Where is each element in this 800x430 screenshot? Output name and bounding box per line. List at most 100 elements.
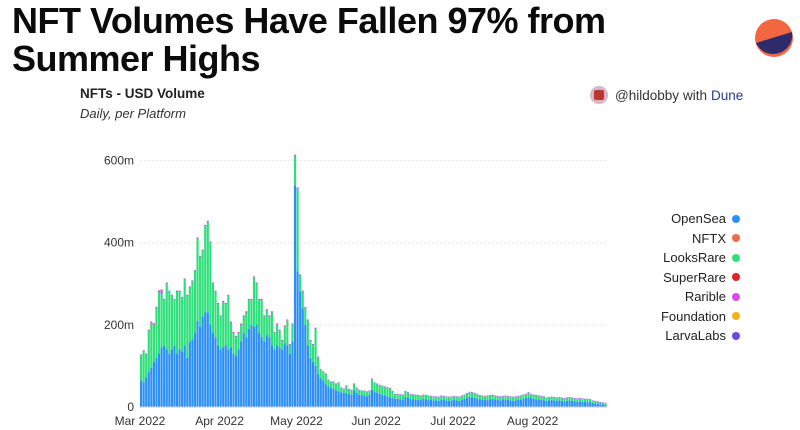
bar-opensea xyxy=(193,333,197,407)
bar-looksrare xyxy=(332,382,335,389)
bar-opensea xyxy=(455,400,458,407)
bar-looksrare xyxy=(201,250,204,317)
bar-opensea xyxy=(296,271,299,407)
bar-looksrare xyxy=(365,392,368,397)
bar-looksrare xyxy=(573,398,576,402)
bar-opensea xyxy=(263,341,266,407)
bar-rarible xyxy=(252,276,256,278)
bar-looksrare xyxy=(168,291,171,354)
legend-item-opensea[interactable]: OpenSea xyxy=(640,209,740,229)
bar-opensea xyxy=(488,399,492,407)
bar-opensea xyxy=(388,397,392,407)
bar-rarible xyxy=(175,291,179,292)
bar-looksrare xyxy=(273,333,276,350)
bar-opensea xyxy=(214,337,217,407)
bar-rarible xyxy=(142,350,145,352)
legend-item-larvalabs[interactable]: LarvaLabs xyxy=(640,326,740,346)
bar-looksrare xyxy=(404,391,407,397)
bar-looksrare xyxy=(278,331,281,348)
y-tick-label: 0 xyxy=(127,400,134,414)
bar-opensea xyxy=(386,396,389,407)
bar-rarible xyxy=(247,299,250,301)
bar-looksrare xyxy=(527,393,530,398)
bar-opensea xyxy=(586,402,589,407)
bar-looksrare xyxy=(173,300,176,346)
bar-rarible xyxy=(265,309,268,311)
bar-looksrare xyxy=(196,238,199,321)
bar-looksrare xyxy=(483,396,487,401)
bar-looksrare xyxy=(242,316,245,334)
author-handle[interactable]: @hildobby xyxy=(615,87,679,103)
legend-item-superrare[interactable]: SuperRare xyxy=(640,268,740,288)
bar-looksrare xyxy=(491,395,494,399)
bar-opensea xyxy=(168,353,171,407)
legend-item-rarible[interactable]: Rarible xyxy=(640,287,740,307)
bar-looksrare xyxy=(263,316,266,342)
legend-item-nftx[interactable]: NFTX xyxy=(640,229,740,249)
bar-opensea xyxy=(527,397,530,407)
bar-looksrare xyxy=(152,324,155,362)
bar-opensea xyxy=(309,357,312,407)
legend-item-foundation[interactable]: Foundation xyxy=(640,307,740,327)
bar-rarible xyxy=(165,282,168,284)
bar-opensea xyxy=(576,401,579,407)
bar-opensea xyxy=(345,392,348,407)
bar-rarible xyxy=(199,256,202,258)
bar-opensea xyxy=(563,401,566,407)
chart-subtitle: Daily, per Platform xyxy=(80,106,186,121)
bar-looksrare xyxy=(337,383,340,392)
bar-opensea xyxy=(450,400,453,407)
bar-looksrare xyxy=(306,320,309,346)
bar-opensea xyxy=(560,400,563,407)
bar-rarible xyxy=(314,328,317,329)
bar-looksrare xyxy=(301,291,304,309)
bar-looksrare xyxy=(512,397,515,401)
bar-looksrare xyxy=(309,341,312,358)
bar-looksrare xyxy=(327,380,330,387)
legend-label: OpenSea xyxy=(671,211,726,227)
bar-opensea xyxy=(401,399,404,407)
bar-opensea xyxy=(506,400,510,407)
bar-opensea xyxy=(286,345,289,407)
bar-opensea xyxy=(486,399,489,407)
bar-looksrare xyxy=(342,389,345,394)
bar-rarible xyxy=(186,295,189,297)
bar-looksrare xyxy=(157,291,161,354)
bar-looksrare xyxy=(571,398,574,401)
bar-opensea xyxy=(440,399,443,407)
legend-item-looksrare[interactable]: LooksRare xyxy=(640,248,740,268)
bar-looksrare xyxy=(293,156,297,186)
bar-rarible xyxy=(155,307,158,309)
bar-rarible xyxy=(222,301,225,303)
bar-opensea xyxy=(568,400,571,407)
bar-opensea xyxy=(478,399,481,407)
bar-looksrare xyxy=(335,384,338,391)
bar-opensea xyxy=(258,333,261,407)
bar-looksrare xyxy=(558,397,561,401)
bar-looksrare xyxy=(199,257,202,327)
bar-looksrare xyxy=(183,279,186,346)
bar-opensea xyxy=(245,337,248,407)
bar-looksrare xyxy=(140,355,143,381)
bar-looksrare xyxy=(358,390,361,395)
bar-rarible xyxy=(260,299,263,301)
bar-looksrare xyxy=(486,396,489,400)
bar-opensea xyxy=(427,399,430,407)
bar-opensea xyxy=(317,374,320,407)
bar-rarible xyxy=(224,303,227,305)
legend-dot-icon xyxy=(732,234,740,243)
bar-opensea xyxy=(553,400,556,407)
bar-rarible xyxy=(209,241,212,243)
bar-looksrare xyxy=(363,391,366,396)
bar-opensea xyxy=(496,400,499,407)
bar-opensea xyxy=(255,324,258,407)
bar-opensea xyxy=(160,347,163,407)
bar-looksrare xyxy=(178,291,181,350)
bar-opensea xyxy=(199,326,202,407)
bar-looksrare xyxy=(394,394,397,399)
bar-looksrare xyxy=(532,395,535,399)
bar-opensea xyxy=(288,353,291,407)
legend-label: NFTX xyxy=(692,230,726,246)
dune-link[interactable]: Dune xyxy=(711,87,744,103)
bar-looksrare xyxy=(270,312,274,346)
